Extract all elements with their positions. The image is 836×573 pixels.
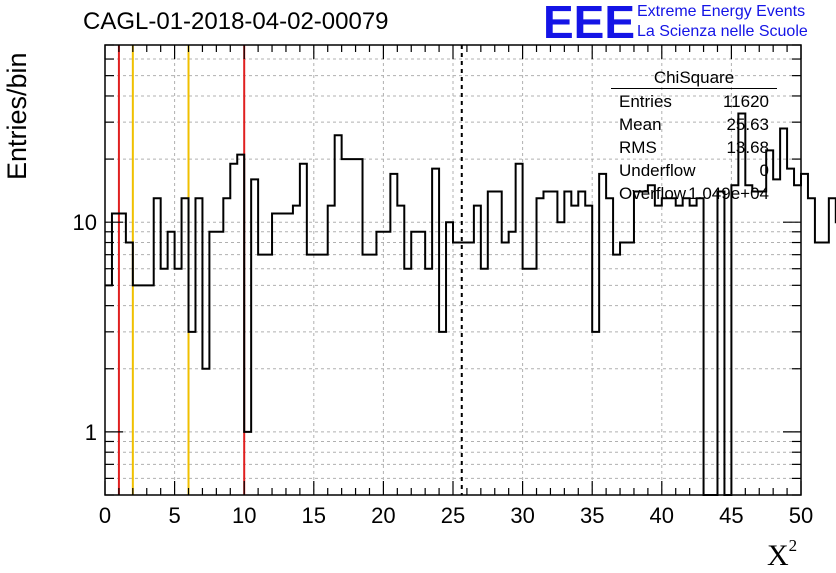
axes-frame xyxy=(104,44,802,496)
x-axis-label: X2 xyxy=(767,536,797,573)
marker-lines xyxy=(117,45,463,495)
stats-row-mean: Mean 25.63 xyxy=(619,115,769,137)
x-tick-label: 20 xyxy=(371,503,395,528)
stats-value: 13.68 xyxy=(726,138,769,157)
histogram-bins xyxy=(105,112,836,496)
stats-label: Entries xyxy=(619,92,672,111)
stats-value: 1.049e+04 xyxy=(688,184,769,203)
stats-row-overflow: Overflow 1.049e+04 xyxy=(619,184,769,206)
y-tick-label: 10 xyxy=(73,210,97,235)
stats-value: 0 xyxy=(759,161,769,180)
x-tick-label: 40 xyxy=(650,503,674,528)
stats-value: 25.63 xyxy=(726,115,769,134)
logo-subtitle-1: Extreme Energy Events xyxy=(637,3,806,20)
y-axis-label: Entries/bin xyxy=(2,52,32,180)
eee-logo: EEE xyxy=(543,0,635,44)
stats-row-entries: Entries 11620 xyxy=(619,92,769,114)
x-axis-label-base: X xyxy=(767,539,789,572)
stats-label: Underflow xyxy=(619,161,696,180)
logo-subtitle-2: La Scienza nelle Scuole xyxy=(637,23,808,40)
stats-title: ChiSquare xyxy=(653,68,735,87)
stats-row-rms: RMS 13.68 xyxy=(619,138,769,160)
x-tick-label: 50 xyxy=(789,503,813,528)
stats-row-underflow: Underflow 0 xyxy=(619,161,769,183)
x-tick-label: 45 xyxy=(719,503,743,528)
x-tick-label: 25 xyxy=(441,503,465,528)
x-tick-label: 30 xyxy=(510,503,534,528)
x-tick-label: 35 xyxy=(580,503,604,528)
y-tick-label: 1 xyxy=(85,420,97,445)
stats-box: ChiSquare Entries 11620 Mean 25.63 RMS 1… xyxy=(611,64,777,224)
eee-logo-text: EEE xyxy=(543,0,635,44)
x-axis-label-superscript: 2 xyxy=(788,536,798,555)
x-tick-label: 0 xyxy=(99,503,111,528)
stats-label: Mean xyxy=(619,115,662,134)
x-tick-label: 5 xyxy=(168,503,180,528)
tick-labels: 0 5 10 15 20 25 30 35 40 45 50 1 10 xyxy=(73,210,814,528)
stats-divider xyxy=(611,88,777,89)
stats-label: Overflow xyxy=(619,184,687,203)
x-tick-label: 10 xyxy=(232,503,256,528)
chart-title: CAGL-01-2018-04-02-00079 xyxy=(83,8,389,35)
histogram-outline xyxy=(105,112,836,496)
x-tick-label: 15 xyxy=(302,503,326,528)
stats-value: 11620 xyxy=(722,92,769,111)
stats-label: RMS xyxy=(619,138,657,157)
